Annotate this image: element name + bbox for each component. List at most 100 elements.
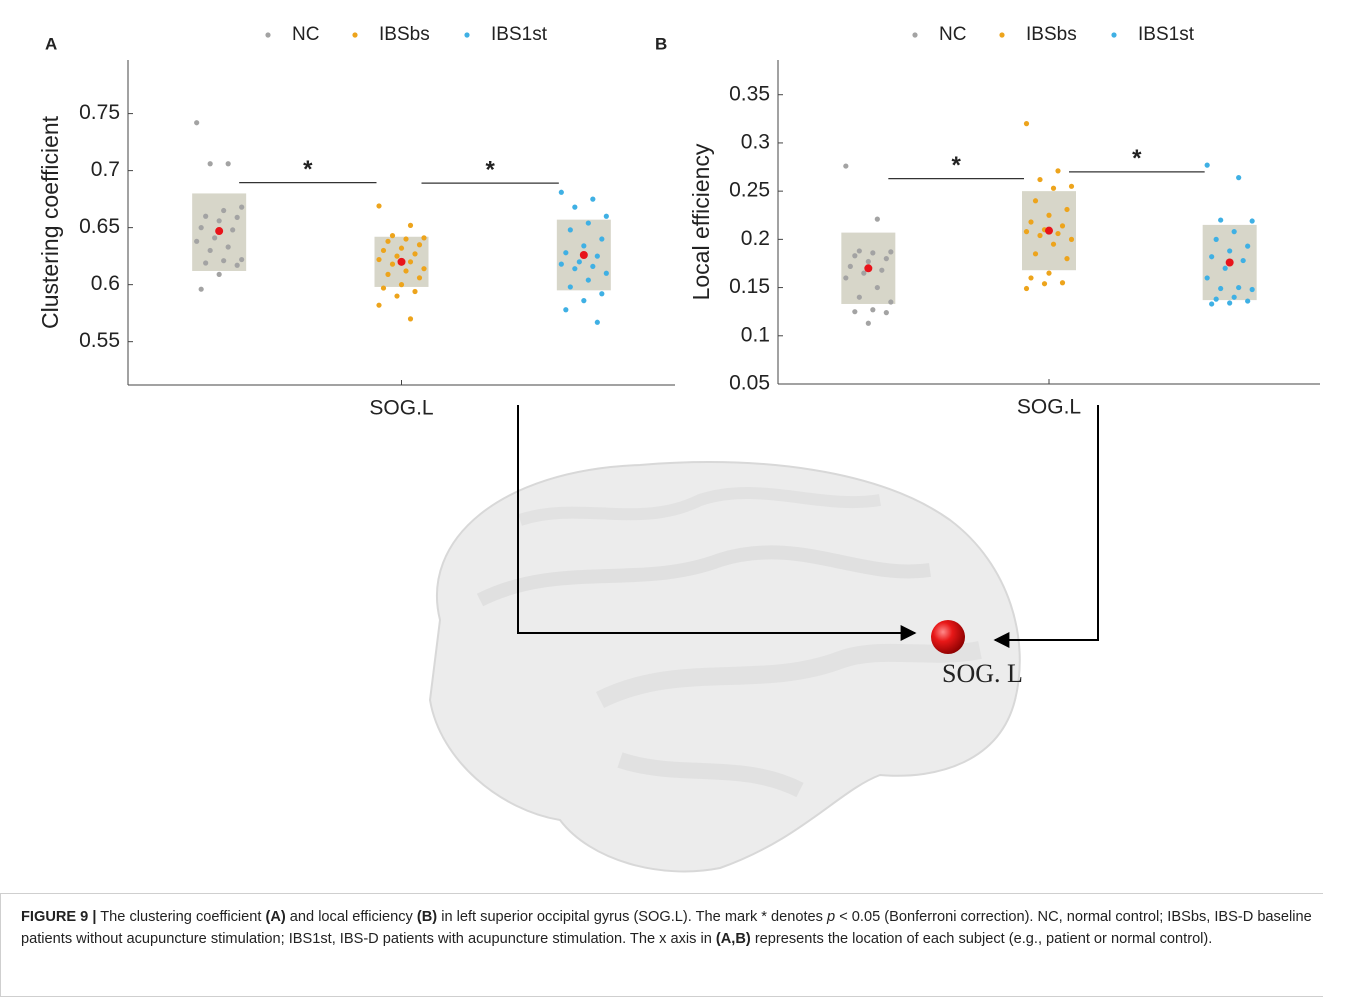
data-point (581, 298, 587, 304)
arrow (517, 405, 917, 641)
figure: SOG. L A 0.55 0.6 0.65 0.7 0.75 SOG.L Clusterin… (37, 24, 1320, 873)
data-point (1245, 298, 1251, 304)
data-point (567, 227, 573, 233)
mean-point (864, 264, 873, 273)
data-point (234, 214, 240, 220)
region-marker (931, 620, 965, 654)
data-point (1240, 257, 1246, 264)
caption-text: p (827, 909, 836, 925)
data-point (603, 213, 609, 219)
data-point (416, 275, 423, 281)
data-point (207, 161, 213, 167)
data-point (407, 259, 414, 265)
significance-mark: * (485, 157, 495, 184)
mean-point (215, 227, 224, 236)
data-point (1231, 229, 1237, 235)
data-point (239, 256, 245, 263)
y-tick-label: 0.6 (91, 272, 120, 295)
mean-point (1225, 258, 1234, 267)
data-point (590, 263, 596, 270)
data-point (576, 259, 582, 265)
brain (428, 461, 1021, 873)
panel-label: B (655, 34, 667, 53)
legend-label: IBS1st (491, 24, 548, 45)
data-point (888, 249, 894, 255)
data-point (1037, 232, 1043, 239)
data-point (376, 203, 382, 209)
data-point (203, 213, 209, 219)
legend-marker (912, 32, 918, 38)
data-point (1059, 280, 1066, 286)
data-point (403, 268, 409, 274)
data-point (1213, 236, 1219, 242)
data-point (856, 294, 862, 300)
data-point (1227, 300, 1233, 306)
x-tick-label: SOG.L (1017, 396, 1081, 419)
data-point (385, 271, 391, 277)
data-point (1046, 270, 1052, 276)
data-point (852, 309, 858, 315)
data-point (1227, 248, 1233, 254)
data-point (1032, 251, 1039, 257)
data-point (239, 204, 245, 210)
data-point (1068, 236, 1075, 242)
y-tick-label: 0.65 (79, 215, 120, 238)
data-point (389, 261, 396, 267)
y-tick-label: 0.75 (79, 101, 120, 124)
data-point (194, 120, 200, 126)
caption-text: (B) (416, 909, 438, 925)
data-point (847, 263, 853, 269)
data-point (1028, 275, 1034, 281)
data-point (563, 307, 569, 313)
data-point (1064, 206, 1070, 213)
data-point (198, 286, 204, 292)
data-point (599, 236, 605, 242)
data-point (198, 225, 204, 231)
data-point (1068, 183, 1075, 189)
y-tick-label: 0.05 (729, 372, 770, 395)
data-point (398, 282, 405, 288)
data-point (1249, 286, 1255, 293)
data-point (1236, 175, 1242, 181)
mean-point (397, 257, 406, 266)
data-point (394, 253, 400, 259)
y-tick-label: 0.2 (741, 227, 770, 250)
data-point (1059, 223, 1066, 229)
data-point (403, 236, 409, 242)
data-point (416, 242, 423, 248)
data-point (376, 256, 382, 263)
data-point (1055, 230, 1061, 237)
data-point (572, 266, 578, 272)
data-point (883, 310, 889, 316)
data-point (225, 244, 231, 250)
data-point (207, 247, 213, 254)
data-point (234, 262, 240, 268)
data-point (874, 284, 880, 291)
data-point (412, 251, 418, 257)
data-point (1050, 185, 1057, 191)
data-point (874, 216, 880, 222)
data-point (421, 235, 427, 241)
data-point (603, 270, 609, 276)
data-point (888, 299, 894, 305)
data-point (865, 320, 871, 326)
data-point (558, 261, 564, 267)
data-point (883, 256, 889, 262)
data-point (1028, 219, 1034, 225)
y-axis-label: Clustering coefficient (37, 115, 63, 329)
y-tick-label: 0.1 (741, 323, 770, 346)
data-point (1023, 229, 1030, 235)
y-tick-label: 0.7 (91, 158, 120, 181)
data-point (221, 207, 227, 214)
data-point (203, 260, 209, 266)
legend-label: IBSbs (379, 24, 430, 45)
data-point (407, 222, 414, 228)
data-point (1213, 296, 1219, 302)
data-point (567, 284, 573, 290)
caption-text: (A) (265, 909, 286, 925)
legend-marker (999, 32, 1005, 38)
data-point (216, 218, 222, 224)
significance-mark: * (303, 156, 313, 183)
data-point (194, 238, 200, 244)
legend-marker (464, 32, 470, 38)
